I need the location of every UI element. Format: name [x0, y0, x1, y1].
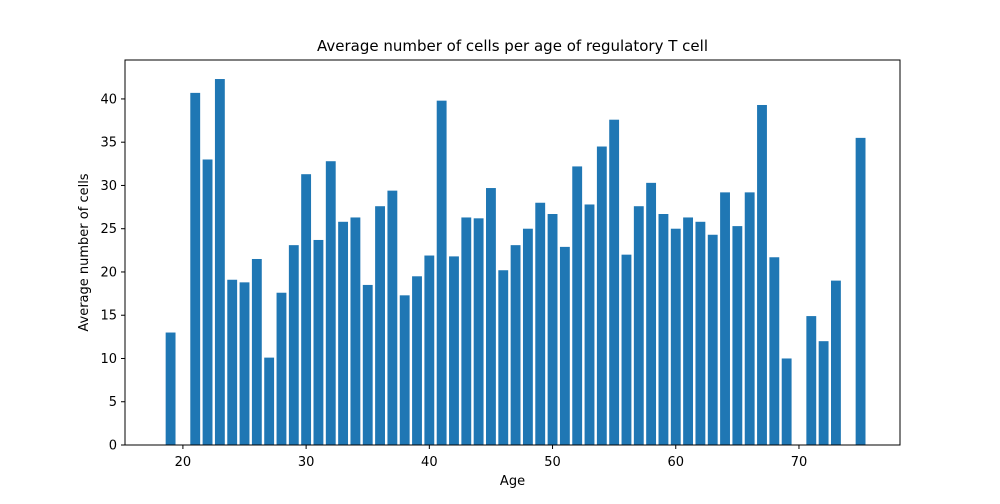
bar-age-68 [769, 257, 780, 445]
x-tick-label: 30 [298, 455, 315, 470]
bar-age-25 [239, 282, 250, 445]
bar-age-27 [264, 357, 275, 445]
y-tick-label: 20 [100, 265, 117, 280]
bar-age-60 [670, 228, 681, 445]
x-tick-label: 40 [421, 455, 438, 470]
y-tick-label: 35 [100, 136, 117, 151]
bar-age-51 [559, 246, 570, 445]
bar-age-63 [707, 234, 718, 445]
y-tick-label: 30 [100, 179, 117, 194]
y-tick-label: 25 [100, 222, 117, 237]
bar-age-31 [313, 239, 324, 445]
bar-age-45 [486, 188, 496, 446]
y-tick-label: 0 [109, 439, 117, 454]
bar-age-66 [744, 192, 755, 445]
bar-age-35 [362, 284, 373, 445]
bar-age-42 [449, 256, 459, 445]
bar-age-29 [288, 245, 299, 445]
bar-age-54 [596, 146, 607, 445]
bar-age-23 [214, 79, 225, 445]
bar-age-36 [375, 206, 385, 445]
y-tick-label: 10 [100, 352, 117, 367]
bar-age-44 [473, 218, 484, 445]
bar-age-49 [535, 202, 546, 445]
bar-age-56 [621, 254, 632, 445]
bar-age-69 [781, 358, 792, 445]
y-axis-label: Average number of cells [77, 173, 92, 331]
bar-age-72 [818, 341, 829, 445]
bar-age-43 [461, 217, 472, 445]
y-tick-label: 15 [100, 309, 117, 324]
bar-age-39 [412, 276, 422, 445]
x-tick-label: 50 [544, 455, 561, 470]
bar-age-21 [190, 92, 201, 445]
bar-age-71 [806, 316, 817, 445]
bar-age-40 [424, 255, 435, 445]
y-ticks: 0 5 10 15 20 25 30 35 40 [100, 92, 125, 454]
bar-age-34 [350, 217, 361, 445]
bar-age-55 [609, 119, 620, 445]
bar-age-38 [399, 295, 410, 445]
bar-age-59 [658, 214, 669, 445]
bar-age-61 [683, 217, 694, 445]
bars-layer [165, 79, 866, 446]
bar-age-19 [165, 332, 176, 445]
bar-age-26 [251, 258, 262, 445]
bar-age-22 [202, 159, 213, 446]
bar-age-37 [387, 190, 398, 445]
chart-title: Average number of cells per age of regul… [317, 37, 708, 55]
bar-age-33 [338, 221, 349, 445]
x-ticks: 20 30 40 50 60 70 [175, 445, 808, 470]
y-tick-label: 40 [100, 92, 117, 107]
y-tick-label: 5 [109, 395, 117, 410]
bar-age-65 [732, 226, 743, 445]
bar-age-73 [831, 280, 841, 445]
bar-age-67 [757, 104, 767, 446]
bar-age-75 [855, 137, 866, 445]
bar-age-62 [695, 221, 706, 445]
bar-age-28 [276, 292, 287, 445]
bar-age-32 [325, 161, 336, 445]
x-tick-label: 20 [175, 455, 192, 470]
x-tick-label: 60 [667, 455, 684, 470]
bar-age-58 [646, 182, 657, 445]
bar-age-57 [633, 206, 644, 445]
bar-age-48 [522, 228, 533, 445]
x-axis-label: Age [500, 474, 525, 489]
plot-frame [124, 59, 901, 446]
x-tick-label: 70 [791, 455, 808, 470]
bar-age-46 [498, 270, 509, 445]
bar-age-30 [301, 174, 312, 445]
bar-age-41 [436, 100, 447, 445]
bar-age-24 [227, 279, 238, 445]
bar-age-47 [510, 245, 521, 445]
bar-age-64 [720, 192, 730, 445]
bar-age-53 [584, 204, 595, 445]
bar-age-52 [572, 166, 583, 446]
bar-age-50 [547, 214, 558, 445]
